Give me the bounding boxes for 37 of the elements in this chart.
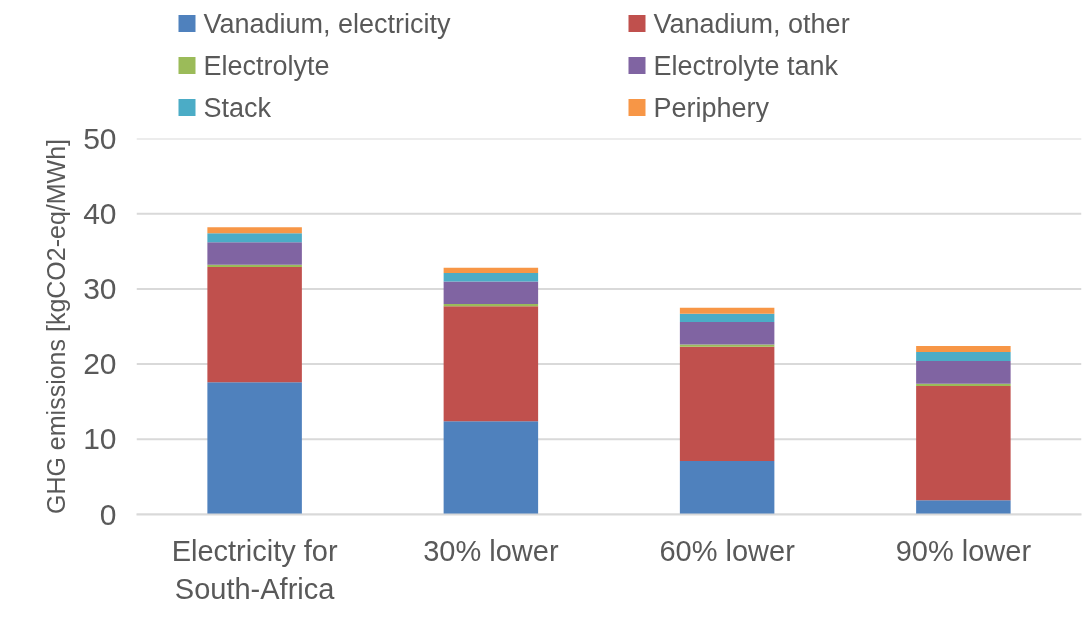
legend-label: Electrolyte bbox=[203, 50, 330, 81]
bar bbox=[443, 267, 539, 274]
legend-label: Periphery bbox=[653, 92, 770, 123]
y-axis-title: GHG emissions [kgCO2-eq/MWh] bbox=[42, 138, 71, 515]
bar bbox=[207, 242, 302, 265]
bar bbox=[916, 385, 1011, 501]
y-tick-label: 50 bbox=[83, 121, 117, 155]
bar bbox=[916, 346, 1011, 353]
y-tick-label: 10 bbox=[83, 422, 117, 456]
y-tick-label: 20 bbox=[83, 347, 117, 381]
bar bbox=[443, 281, 539, 304]
x-tick-label: Electricity for South-Africa bbox=[171, 534, 338, 605]
y-tick-label: 40 bbox=[83, 196, 117, 230]
bar bbox=[443, 421, 539, 515]
legend-label: Vanadium, electricity bbox=[203, 8, 452, 39]
bar bbox=[916, 361, 1011, 384]
bar bbox=[207, 227, 302, 234]
bar bbox=[679, 461, 775, 515]
bar bbox=[679, 346, 775, 462]
y-tick-label: 30 bbox=[83, 271, 117, 305]
bar bbox=[679, 313, 775, 322]
bar bbox=[207, 233, 302, 243]
legend-label: Vanadium, other bbox=[653, 8, 850, 39]
legend-label: Stack bbox=[203, 92, 272, 123]
x-tick-label: 30% lower bbox=[423, 534, 559, 567]
bar bbox=[679, 321, 775, 345]
bar bbox=[443, 273, 539, 282]
bar bbox=[916, 500, 1011, 515]
bar bbox=[207, 267, 302, 383]
bar bbox=[679, 307, 775, 314]
bar bbox=[207, 382, 302, 515]
bar bbox=[443, 306, 539, 422]
x-tick-label: 60% lower bbox=[659, 534, 796, 567]
y-tick-label: 0 bbox=[99, 497, 117, 531]
bar bbox=[916, 352, 1011, 362]
legend-label: Electrolyte tank bbox=[653, 50, 839, 81]
x-tick-label: 90% lower bbox=[895, 534, 1032, 567]
